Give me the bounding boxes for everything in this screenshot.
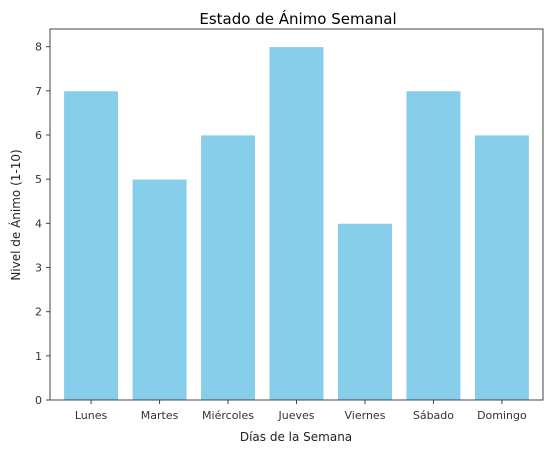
y-tick-label: 8 — [35, 41, 42, 54]
x-tick-label: Miércoles — [202, 409, 254, 422]
y-axis-label: Nivel de Ánimo (1-10) — [8, 149, 23, 280]
bar-2 — [200, 134, 256, 401]
y-tick-label: 4 — [35, 217, 42, 230]
y-tick-label: 6 — [35, 129, 42, 142]
y-axis: 0 1 2 3 4 5 6 7 8 — [35, 41, 50, 407]
x-axis: Lunes Martes Miércoles Jueves Viernes Sábado D… — [75, 400, 527, 422]
bar-6 — [474, 134, 530, 401]
y-tick-label: 1 — [35, 350, 42, 363]
bar-1 — [131, 178, 188, 401]
chart-title: Estado de Ánimo Semanal — [199, 9, 396, 28]
x-tick-label: Domingo — [477, 409, 527, 422]
y-tick-label: 5 — [35, 173, 42, 186]
bars-group — [63, 46, 530, 401]
bar-4 — [337, 222, 393, 401]
bar-3 — [268, 46, 325, 401]
x-axis-label: Días de la Semana — [240, 430, 352, 444]
bar-0 — [63, 90, 119, 401]
x-tick-label: Sábado — [413, 409, 454, 422]
y-tick-label: 3 — [35, 262, 42, 275]
x-tick-label: Jueves — [278, 409, 315, 422]
y-tick-label: 0 — [35, 394, 42, 407]
y-tick-label: 2 — [35, 306, 42, 319]
x-tick-label: Martes — [141, 409, 179, 422]
bar-5 — [405, 90, 462, 401]
x-tick-label: Viernes — [345, 409, 386, 422]
y-tick-label: 7 — [35, 85, 42, 98]
x-tick-label: Lunes — [75, 409, 108, 422]
